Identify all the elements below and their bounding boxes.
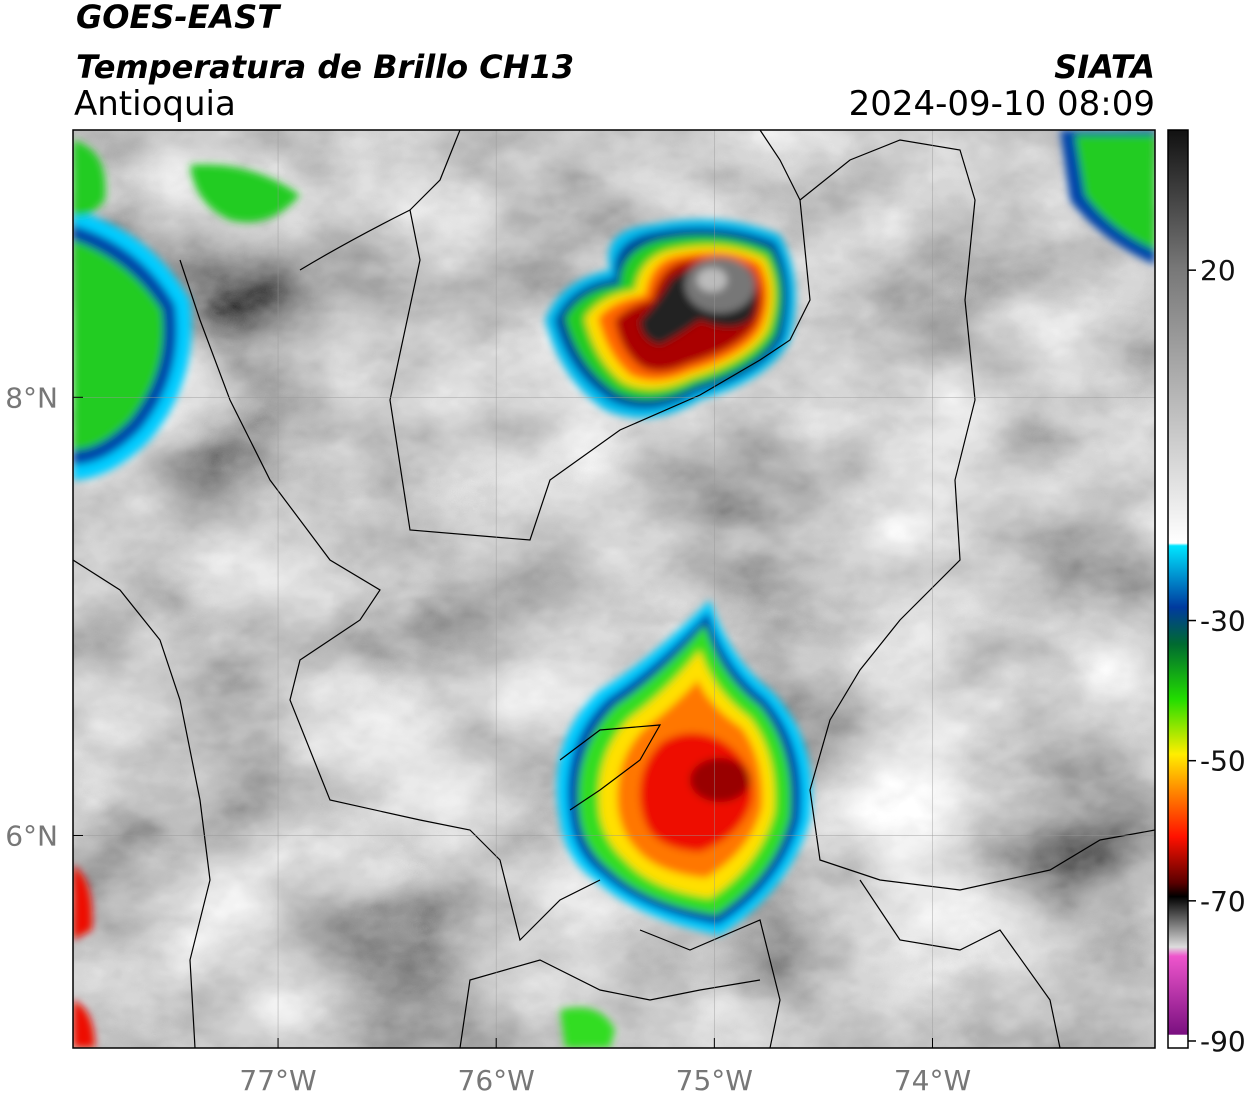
colorbar bbox=[1167, 129, 1189, 1049]
map-frame bbox=[72, 129, 1156, 1049]
y-tick-label: 8°N bbox=[5, 381, 58, 414]
colorbar-tick-label: -90 bbox=[1200, 1025, 1246, 1058]
map-image bbox=[73, 130, 1155, 1048]
storm-south bbox=[556, 600, 812, 935]
colorbar-tick-label: -30 bbox=[1200, 605, 1246, 638]
source: SIATA bbox=[1054, 48, 1155, 86]
x-tick-label: 74°W bbox=[894, 1064, 971, 1097]
x-tick-label: 75°W bbox=[676, 1064, 753, 1097]
boundaries bbox=[73, 130, 1155, 1048]
storm-north bbox=[545, 219, 796, 418]
graticule bbox=[73, 130, 1155, 1048]
product-title: Temperatura de Brillo CH13 bbox=[76, 48, 574, 86]
y-tick-label: 6°N bbox=[5, 819, 58, 852]
x-tick-label: 76°W bbox=[458, 1064, 535, 1097]
colorbar-tick-label: 20 bbox=[1200, 254, 1236, 287]
x-tick-label: 77°W bbox=[239, 1064, 316, 1097]
colorbar-tick-label: -50 bbox=[1200, 745, 1246, 778]
datetime: 2024-09-10 08:09 bbox=[849, 84, 1155, 124]
region: Antioquia bbox=[74, 84, 236, 124]
satellite-title: GOES-EAST bbox=[76, 0, 281, 36]
colorbar-tick-label: -70 bbox=[1200, 885, 1246, 918]
